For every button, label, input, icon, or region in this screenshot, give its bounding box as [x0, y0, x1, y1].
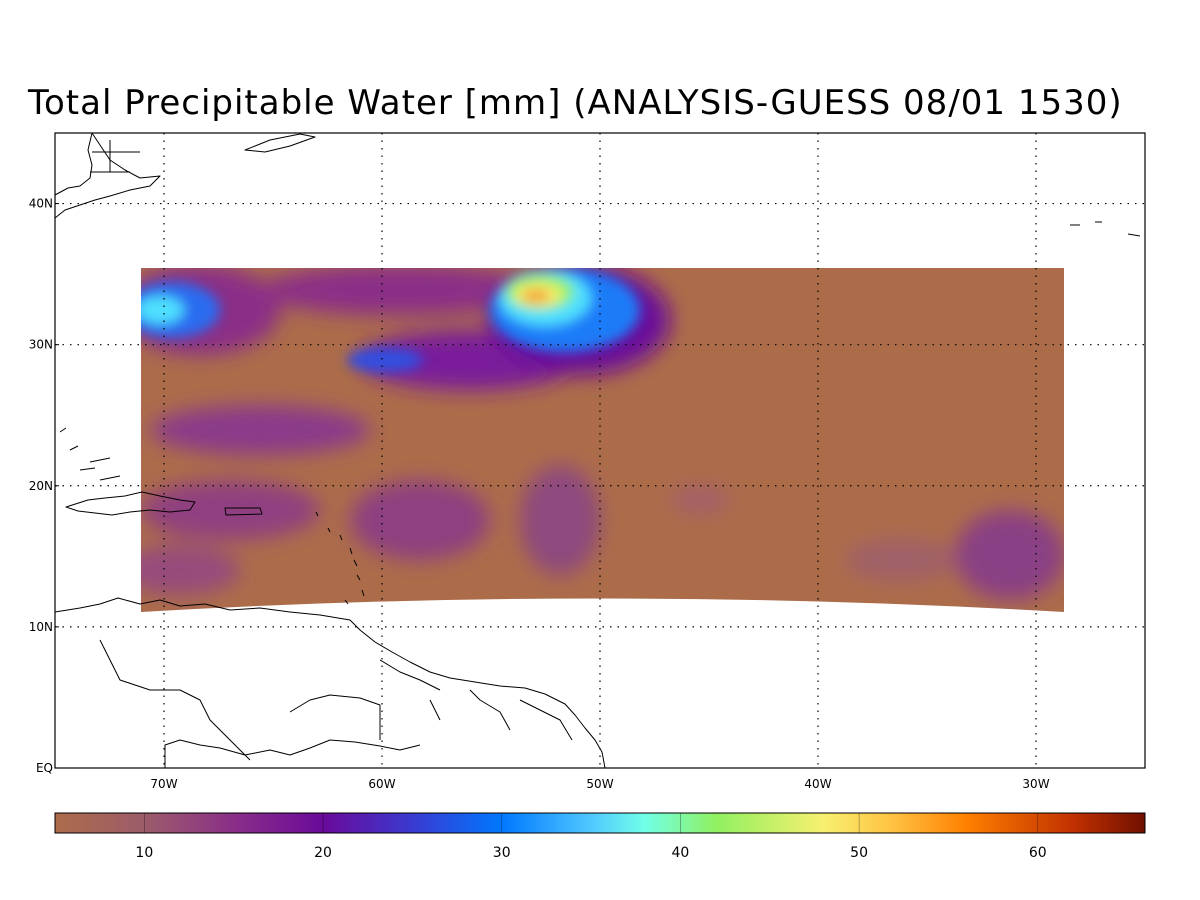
colorbar-label: 30 [493, 845, 511, 861]
colorbar-ticks [144, 813, 1039, 833]
lon-tick-label: 30W [1022, 777, 1049, 791]
moist-band-west [150, 405, 370, 455]
colorbar-labels: 10 20 30 40 50 60 [135, 845, 1046, 861]
moist-core-west-inner [141, 296, 184, 324]
moist-band-e [670, 485, 730, 515]
colorbar-label: 50 [850, 845, 868, 861]
latitude-labels: 40N 30N 20N 10N EQ [29, 197, 59, 775]
moist-core-ne5 [522, 289, 550, 303]
longitude-labels: 70W 60W 50W 40W 30W [150, 777, 1049, 791]
colorbar-label: 40 [671, 845, 689, 861]
moist-band-w2 [141, 545, 240, 595]
lat-tick-label: 40N [29, 197, 53, 211]
coast-lesser-antilles [315, 511, 365, 605]
coast-states [90, 140, 140, 173]
moist-band-s2 [520, 465, 600, 575]
map-title: Total Precipitable Water [mm] (ANALYSIS-… [27, 83, 1123, 123]
lon-tick-label: 40W [804, 777, 831, 791]
tpw-field [141, 268, 1064, 612]
moist-band-north [260, 268, 540, 315]
graticule [55, 133, 1145, 768]
moist-band-s [350, 480, 490, 560]
moist-band-sw [141, 480, 320, 540]
lon-tick-label: 60W [368, 777, 395, 791]
coast-azores [1070, 221, 1141, 237]
coast-bahamas [59, 427, 121, 481]
lat-tick-label: 10N [29, 620, 53, 634]
lat-tick-label: 20N [29, 479, 53, 493]
lat-tick-label: EQ [36, 761, 53, 775]
coast-nova-scotia [244, 133, 316, 153]
moist-core-center [347, 348, 423, 372]
colorbar: 10 20 30 40 50 60 [54, 812, 1146, 861]
moist-band-se2 [845, 538, 955, 582]
lon-tick-label: 50W [586, 777, 613, 791]
map-frame [54, 132, 1146, 769]
moist-band-se [955, 510, 1064, 600]
colorbar-label: 20 [314, 845, 332, 861]
lat-tick-label: 30N [29, 338, 53, 352]
coastlines [55, 133, 1141, 768]
coast-puerto-rico [224, 507, 263, 516]
colorbar-label: 10 [135, 845, 153, 861]
coast-south-america [55, 597, 606, 768]
lon-tick-label: 70W [150, 777, 177, 791]
colorbar-label: 60 [1029, 845, 1047, 861]
coast-northeast-us [55, 133, 161, 219]
colorbar-gradient [54, 812, 1146, 834]
coast-hispaniola [65, 491, 196, 516]
coast-border-venezuela [99, 639, 573, 761]
